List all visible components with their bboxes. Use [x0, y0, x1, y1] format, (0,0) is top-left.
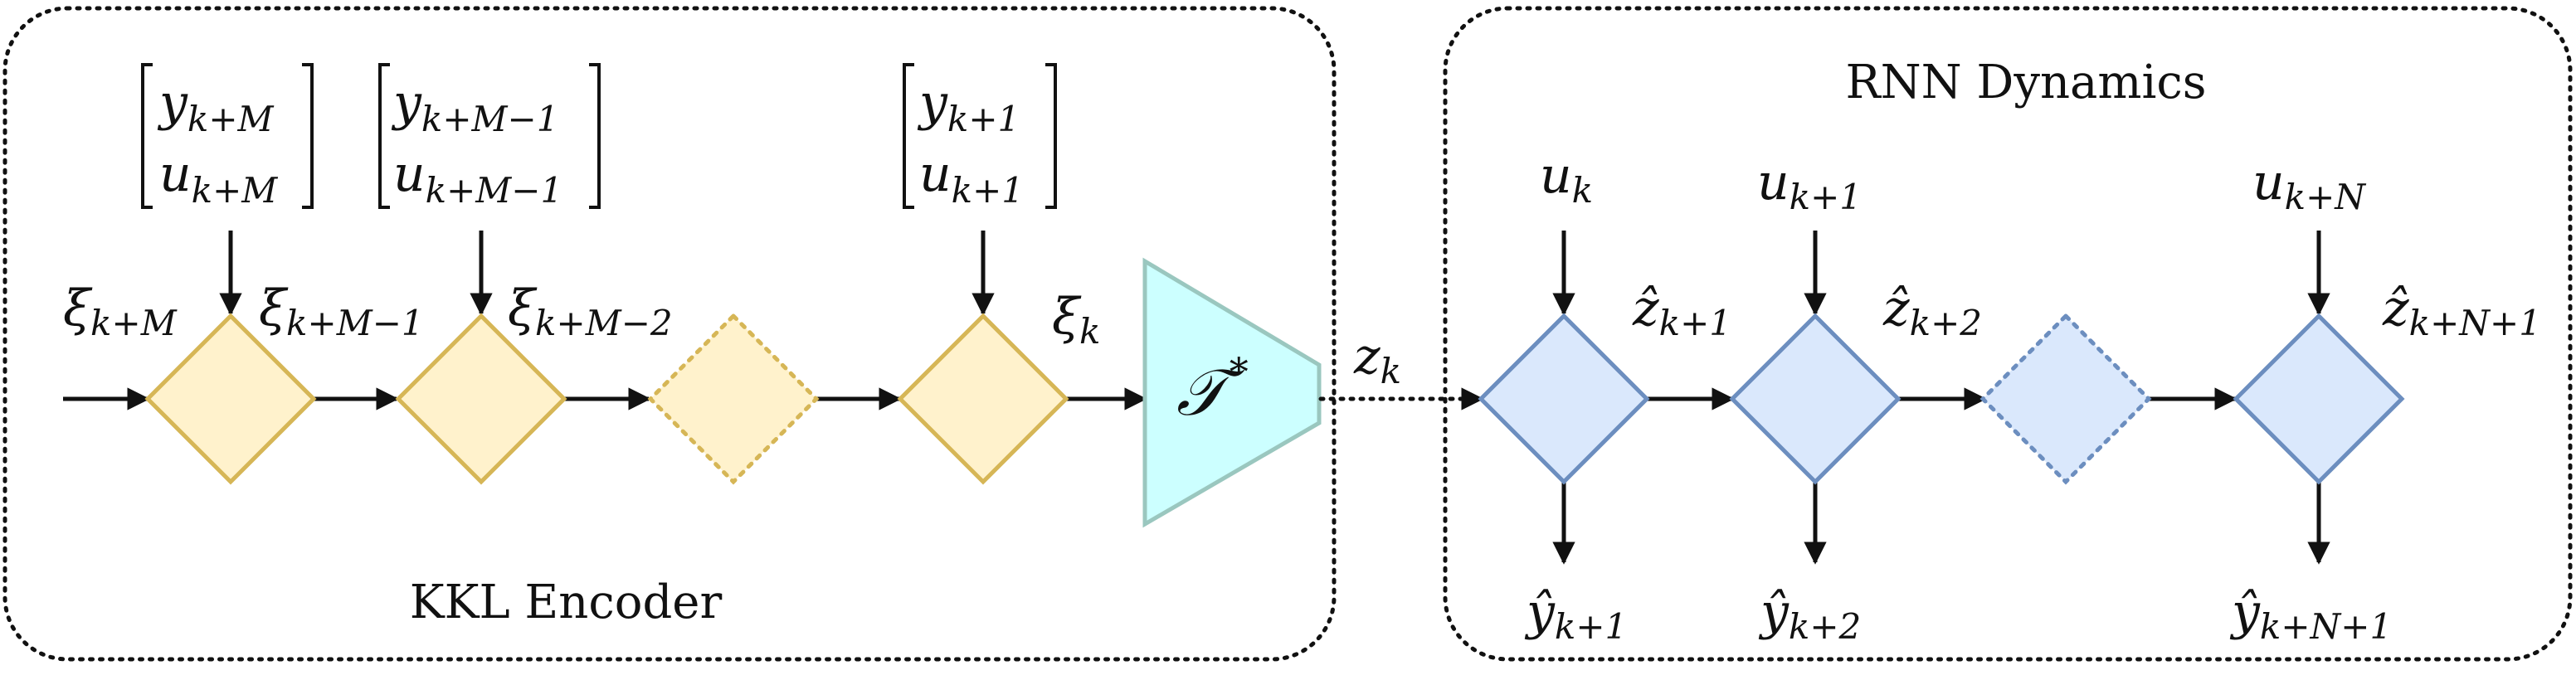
encoder-node — [144, 313, 317, 485]
encoder-node — [395, 313, 567, 485]
rnn-node — [1478, 313, 1650, 485]
input-y-label: yk+1 — [917, 74, 1020, 139]
state-label-xi: ξk+M−1 — [259, 279, 424, 343]
state-label-xi: ξk — [1052, 288, 1101, 352]
rnn-input-label: uk+1 — [1757, 153, 1862, 217]
encoder-node — [897, 313, 1069, 485]
input-y-label: yk+M−1 — [391, 74, 558, 139]
rnn-panel — [1443, 6, 2573, 662]
encoder-input-vector: yk+M uk+M — [141, 63, 314, 211]
rnn-output-label: ŷk+2 — [1758, 583, 1861, 647]
rnn-title: RNN Dynamics — [1845, 56, 2206, 109]
rnn-output-label: ŷk+1 — [1524, 583, 1627, 647]
rnn-state-label: ẑk+2 — [1882, 279, 1982, 343]
encoder-node-ellipsis — [647, 313, 820, 485]
rnn-input-label: uk+N — [2252, 153, 2366, 217]
input-y-label: yk+M — [157, 74, 275, 139]
input-u-label: uk+1 — [919, 145, 1024, 211]
encoder-title: KKL Encoder — [410, 576, 723, 629]
decoder-trapezoid — [1142, 257, 1322, 528]
state-label-xi: ξk+M−2 — [508, 279, 673, 343]
rnn-state-label: ẑk+1 — [1632, 279, 1731, 343]
rnn-node — [1729, 313, 1902, 485]
state-label-xi: ξk+M — [63, 279, 178, 343]
input-u-label: uk+M — [159, 145, 278, 211]
rnn-state-label: ẑk+N+1 — [2382, 279, 2541, 343]
latent-label: zk — [1353, 328, 1401, 391]
encoder-panel — [2, 6, 1337, 662]
rnn-node — [2233, 313, 2405, 485]
encoder-input-vector: yk+M−1 uk+M−1 — [378, 63, 601, 211]
encoder-input-vector: yk+1 uk+1 — [903, 63, 1057, 211]
rnn-output-label: ŷk+N+1 — [2229, 583, 2392, 647]
input-u-label: uk+M−1 — [393, 145, 562, 211]
rnn-node-ellipsis — [1979, 313, 2152, 485]
rnn-input-label: uk — [1540, 147, 1593, 211]
